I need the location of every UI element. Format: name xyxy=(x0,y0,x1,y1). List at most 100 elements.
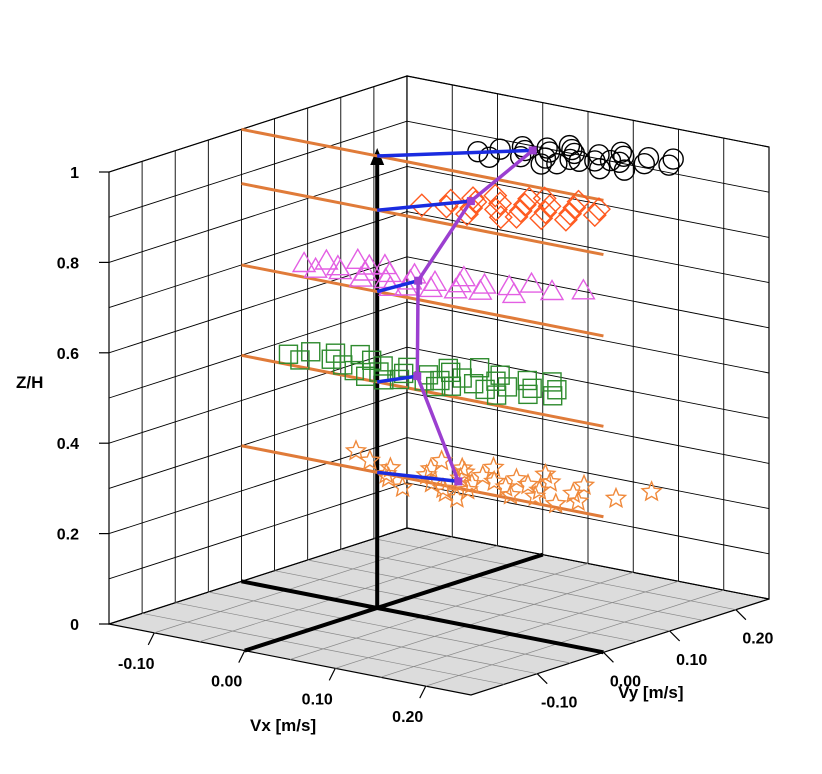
grid-line-z-left xyxy=(108,120,408,218)
marker-triangle xyxy=(345,247,371,269)
marker-square xyxy=(547,380,567,400)
marker-star xyxy=(566,489,590,511)
marker-diamond xyxy=(582,203,607,228)
marker-star xyxy=(516,472,540,495)
y-tick-mark xyxy=(536,673,548,685)
z-tick-label: 0.2 xyxy=(57,527,79,544)
grid-line-y-floor xyxy=(274,570,637,643)
marker-star xyxy=(505,467,528,489)
y-tick-mark xyxy=(603,651,614,663)
grid-line-y-floor xyxy=(373,538,736,611)
marker-square xyxy=(438,358,458,379)
z-tick-label: 0.6 xyxy=(57,346,79,363)
marker-circle xyxy=(658,154,680,176)
marker-circle xyxy=(588,158,611,180)
x-tick-mark xyxy=(147,632,155,646)
marker-star xyxy=(482,469,506,492)
mean-velocity-vector xyxy=(377,148,533,158)
grid-line-z-left xyxy=(108,482,408,580)
z-tick-label: 0.4 xyxy=(57,436,79,453)
marker-diamond xyxy=(483,183,508,208)
marker-star xyxy=(538,470,562,492)
marker-diamond xyxy=(455,202,479,227)
marker-circle xyxy=(546,153,568,175)
marker-circle xyxy=(478,146,501,169)
x-tick-label: 0.10 xyxy=(302,691,333,708)
marker-star xyxy=(499,483,522,505)
marker-star xyxy=(358,448,382,471)
marker-star xyxy=(544,492,568,514)
marker-diamond xyxy=(562,195,587,220)
marker-square xyxy=(425,376,446,397)
marker-circle xyxy=(633,153,655,175)
marker-square xyxy=(361,350,382,370)
marker-star xyxy=(391,475,414,498)
marker-square xyxy=(490,365,510,385)
grid-line-z-left xyxy=(108,527,408,625)
marker-square xyxy=(475,379,495,400)
grid-line-x-floor xyxy=(380,580,679,678)
marker-diamond xyxy=(558,201,583,226)
marker-star xyxy=(523,484,547,507)
marker-star xyxy=(344,439,368,461)
reference-line xyxy=(241,263,604,338)
grid-line-x-floor xyxy=(199,545,498,643)
marker-square xyxy=(522,378,542,399)
marker-circle xyxy=(588,144,610,166)
y-tick-label: 0.10 xyxy=(676,652,707,669)
marker-diamond xyxy=(508,198,533,223)
marker-triangle xyxy=(303,256,328,278)
marker-circle xyxy=(561,138,583,161)
mean-profile-point xyxy=(528,146,537,155)
grid-line-z-left xyxy=(108,437,408,535)
marker-diamond xyxy=(533,200,558,225)
marker-square xyxy=(373,356,393,376)
marker-square xyxy=(542,372,562,392)
x-tick-label: 0.00 xyxy=(211,674,242,691)
mean-profile-point xyxy=(454,477,463,486)
x-tick-label: -0.10 xyxy=(118,656,155,673)
grid-line-z-left xyxy=(108,391,408,489)
grid-line-y-floor xyxy=(307,559,670,632)
z-axis-title: Z/H xyxy=(16,373,43,392)
marker-star xyxy=(445,486,469,508)
x-tick-label: 0.20 xyxy=(392,709,423,726)
z-tick-label: 0 xyxy=(70,617,79,634)
marker-square xyxy=(518,384,538,405)
x-tick-mark xyxy=(419,685,427,699)
marker-diamond xyxy=(553,207,578,232)
reference-line xyxy=(241,182,604,257)
grid-line-z-left xyxy=(108,211,408,309)
marker-star xyxy=(604,486,628,509)
y-tick-mark xyxy=(735,609,747,621)
marker-star xyxy=(431,476,455,499)
marker-triangle xyxy=(501,282,527,304)
marker-triangle xyxy=(443,277,468,299)
marker-triangle xyxy=(372,253,398,275)
marker-circle xyxy=(613,145,635,167)
grid-line-z-left xyxy=(108,75,408,173)
vy-zero-axis xyxy=(244,552,544,653)
marker-triangle xyxy=(519,271,544,293)
z-tick-label: 0.8 xyxy=(57,255,79,272)
marker-circle xyxy=(637,146,660,169)
marker-square xyxy=(517,370,537,391)
marker-square xyxy=(441,362,461,383)
marker-diamond xyxy=(438,188,463,213)
grid-line-x-floor xyxy=(154,536,453,634)
marker-circle xyxy=(558,134,581,157)
marker-circle xyxy=(568,150,590,172)
marker-square xyxy=(486,371,506,391)
marker-square xyxy=(301,342,321,362)
marker-square xyxy=(542,386,563,406)
marker-triangle xyxy=(468,278,493,300)
marker-triangle xyxy=(314,248,339,270)
marker-square xyxy=(356,366,376,386)
marker-star xyxy=(482,455,505,478)
mean-velocity-vector xyxy=(376,279,419,294)
marker-circle xyxy=(538,141,561,163)
y-axis-title: Vy [m/s] xyxy=(618,683,684,702)
marker-triangle xyxy=(571,278,596,300)
marker-diamond xyxy=(504,204,529,229)
marker-diamond xyxy=(537,194,562,219)
